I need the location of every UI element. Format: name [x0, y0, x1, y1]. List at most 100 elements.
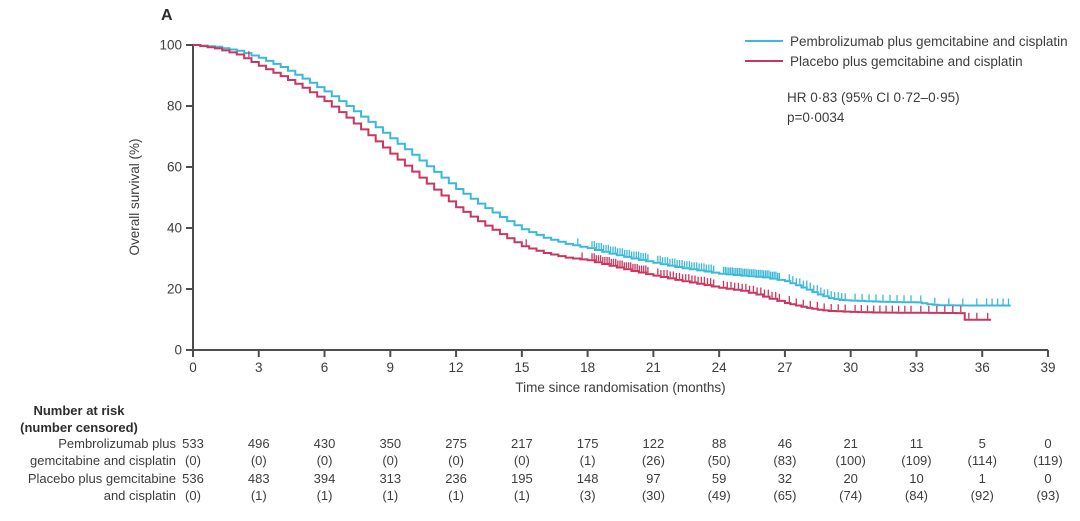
risk-value: 5: [978, 436, 986, 451]
risk-value: (30): [641, 488, 665, 503]
risk-value: 175: [576, 436, 599, 451]
risk-value: 217: [510, 436, 533, 451]
risk-value: (93): [1036, 488, 1060, 503]
risk-value: 97: [646, 471, 661, 486]
legend: Pembrolizumab plus gemcitabine and cispl…: [745, 31, 1068, 71]
risk-value: 122: [642, 436, 665, 451]
x-tick-label: 15: [514, 360, 529, 375]
risk-value: 536: [182, 471, 204, 486]
risk-value: (0): [513, 453, 530, 468]
risk-value: (65): [773, 488, 797, 503]
risk-value: 394: [313, 471, 336, 486]
y-tick-label: 60: [167, 160, 182, 175]
statistics-annotation: HR 0·83 (95% CI 0·72–0·95) p=0·0034: [787, 88, 960, 128]
risk-value: 313: [379, 471, 402, 486]
risk-value: (26): [641, 453, 665, 468]
x-tick-label: 36: [975, 360, 990, 375]
risk-value: 11: [909, 436, 924, 451]
risk-table-header-line1: Number at risk: [33, 403, 125, 418]
risk-at-risk-line: Placebo plus gemcitabine 536 483 394 313 236 1…: [0, 471, 1080, 487]
x-tick-label: 24: [712, 360, 728, 375]
placebo-curve: [193, 44, 991, 321]
risk-censored-line: and cisplatin (0) (1) (1) (1) (1) (1) (3) (30) (4…: [0, 488, 1080, 504]
risk-value: 350: [379, 436, 402, 451]
risk-value: 236: [445, 471, 467, 486]
legend-label-pembrolizumab: Pembrolizumab plus gemcitabine and cispl…: [790, 33, 1068, 49]
risk-value: (50): [707, 453, 731, 468]
risk-value: (0): [250, 453, 267, 468]
risk-value: (92): [970, 488, 994, 503]
risk-value: (0): [185, 453, 201, 468]
risk-value: 195: [510, 471, 533, 486]
risk-value: 496: [247, 436, 270, 451]
risk-row-label: and cisplatin: [103, 488, 176, 503]
x-tick-label: 39: [1040, 360, 1055, 375]
risk-value: 1: [978, 471, 986, 486]
x-tick-label: 27: [777, 360, 792, 375]
y-tick-label: 40: [167, 221, 182, 236]
risk-value: 275: [445, 436, 467, 451]
risk-value: (1): [316, 488, 333, 503]
x-tick-label: 21: [646, 360, 661, 375]
x-tick-label: 12: [449, 360, 464, 375]
x-axis-title: Time since randomisation (months): [515, 380, 725, 395]
risk-value: 0: [1044, 471, 1052, 486]
x-tick-label: 30: [843, 360, 858, 375]
risk-value: (100): [835, 453, 866, 468]
risk-value: (3): [579, 488, 596, 503]
y-axis-title: Overall survival (%): [127, 138, 142, 255]
x-tick-label: 9: [387, 360, 395, 375]
x-tick-label: 3: [255, 360, 263, 375]
risk-value: (84): [904, 488, 929, 503]
risk-value: 20: [843, 471, 858, 486]
risk-value: (1): [579, 453, 596, 468]
risk-value: (1): [513, 488, 530, 503]
x-tick-label: 0: [189, 360, 197, 375]
risk-value: 0: [1044, 436, 1052, 451]
risk-value: (49): [707, 488, 731, 503]
risk-value: (0): [185, 488, 201, 503]
risk-value: 32: [777, 471, 793, 486]
pembrolizumab-line-swatch: [745, 39, 783, 43]
risk-value: (74): [839, 488, 863, 503]
risk-at-risk-line: Pembrolizumab plus 533 496 430 350 275 217 175 1…: [0, 436, 1080, 452]
risk-value: (1): [250, 488, 267, 503]
risk-censored-line: gemcitabine and cisplatin (0) (0) (0) (0) (0)…: [0, 453, 1080, 469]
risk-value: (119): [1033, 453, 1063, 468]
risk-value: 483: [247, 471, 270, 486]
pembrolizumab-curve: [193, 44, 1011, 307]
risk-value: 533: [182, 436, 204, 451]
y-tick-label: 100: [159, 38, 182, 53]
placebo-line-swatch: [745, 59, 783, 63]
risk-table-header-line2: (number censored): [20, 420, 138, 435]
x-tick-label: 33: [909, 360, 924, 375]
risk-row-label: Pembrolizumab plus: [58, 436, 176, 451]
risk-value: (0): [382, 453, 399, 468]
risk-value: (1): [382, 488, 399, 503]
y-tick-label: 0: [174, 343, 182, 358]
risk-value: (83): [773, 453, 797, 468]
legend-item-pembrolizumab: Pembrolizumab plus gemcitabine and cispl…: [745, 31, 1068, 51]
risk-value: (0): [448, 453, 464, 468]
risk-value: (0): [316, 453, 333, 468]
risk-value: 21: [843, 436, 858, 451]
risk-value: 430: [313, 436, 336, 451]
risk-row-label: Placebo plus gemcitabine: [27, 471, 176, 486]
risk-value: (109): [901, 453, 932, 468]
risk-value: (114): [967, 453, 997, 468]
risk-value: (1): [448, 488, 464, 503]
panel-label: A: [161, 7, 173, 24]
risk-value: 148: [576, 471, 599, 486]
risk-table-header: Number at risk (number censored): [0, 402, 158, 436]
risk-value: 46: [777, 436, 793, 451]
risk-row-label: gemcitabine and cisplatin: [30, 453, 176, 468]
risk-value: 10: [909, 471, 924, 486]
x-tick-label: 6: [321, 360, 329, 375]
x-tick-label: 18: [580, 360, 595, 375]
y-tick-label: 20: [167, 282, 182, 297]
legend-item-placebo: Placebo plus gemcitabine and cisplatin: [745, 51, 1068, 71]
legend-label-placebo: Placebo plus gemcitabine and cisplatin: [790, 53, 1023, 69]
risk-value: 59: [711, 471, 727, 486]
